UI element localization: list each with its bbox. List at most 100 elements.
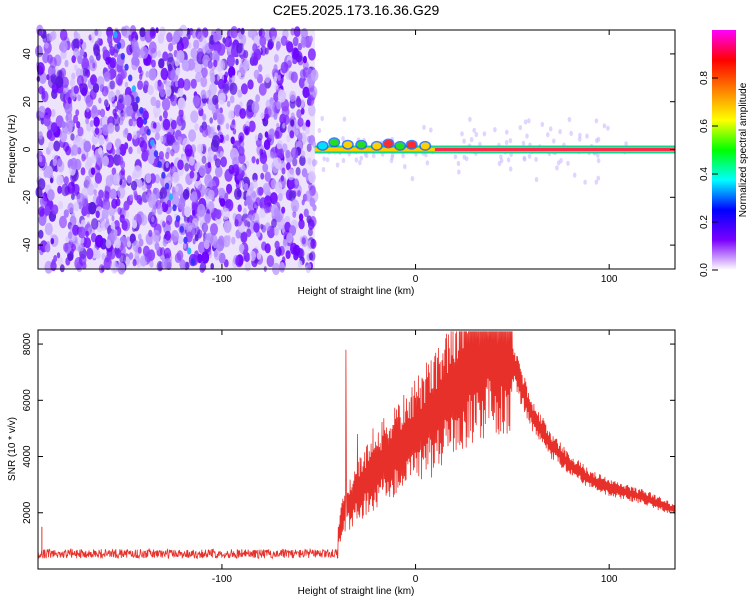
noise-blob — [228, 66, 236, 78]
noise-blob — [251, 101, 260, 114]
noise-blob — [90, 32, 95, 40]
noise-blob — [165, 214, 173, 226]
noise-blob — [62, 242, 69, 252]
noise-blob — [72, 224, 80, 236]
noise-blob — [192, 209, 196, 216]
streak-blob — [142, 117, 148, 125]
noise-blob — [256, 252, 262, 260]
noise-blob — [269, 151, 274, 159]
noise-blob — [109, 46, 116, 56]
streak-blob — [168, 193, 173, 201]
noise-blob — [272, 36, 276, 43]
noise-blob — [273, 92, 279, 102]
noise-blob — [159, 187, 168, 199]
halo-blob — [506, 157, 511, 163]
noise-blob — [244, 261, 251, 272]
halo-blob — [320, 115, 325, 122]
noise-blob — [38, 229, 44, 239]
signal-lump — [395, 142, 405, 150]
noise-blob — [114, 105, 119, 112]
noise-blob — [260, 172, 265, 180]
noise-blob — [52, 159, 57, 167]
noise-blob — [174, 252, 182, 264]
noise-blob — [157, 50, 162, 58]
halo-blob — [534, 176, 539, 183]
noise-blob — [231, 164, 240, 177]
noise-blob — [306, 143, 312, 152]
noise-blob — [141, 181, 147, 191]
noise-blob — [148, 41, 157, 54]
spectrogram-y-tick-label: 40 — [22, 48, 33, 60]
noise-blob — [151, 207, 157, 216]
noise-blob — [38, 206, 45, 217]
noise-blob — [274, 83, 279, 91]
noise-blob — [242, 87, 246, 94]
noise-blob — [199, 263, 205, 273]
noise-blob — [144, 30, 153, 43]
noise-blob — [192, 238, 196, 245]
noise-blob — [192, 95, 200, 107]
noise-blob — [197, 47, 204, 58]
noise-blob — [107, 251, 112, 260]
noise-blob — [102, 124, 110, 136]
noise-blob — [71, 55, 76, 64]
noise-blob — [225, 123, 230, 130]
noise-blob — [148, 229, 153, 238]
noise-blob — [271, 218, 277, 228]
noise-blob — [204, 213, 211, 224]
noise-blob — [211, 50, 220, 63]
noise-blob — [196, 253, 203, 264]
noise-blob — [231, 42, 236, 49]
noise-blob — [190, 191, 198, 203]
noise-blob — [79, 243, 84, 252]
halo-blob — [518, 125, 523, 131]
noise-blob — [187, 58, 196, 71]
noise-blob — [59, 29, 68, 41]
noise-blob — [263, 139, 271, 150]
noise-blob — [104, 185, 111, 195]
noise-blob — [99, 108, 106, 118]
noise-blob — [211, 135, 221, 148]
noise-blob — [286, 232, 293, 244]
noise-blob — [74, 64, 78, 71]
noise-blob — [156, 205, 163, 215]
noise-blob — [307, 94, 315, 106]
signal-lump — [356, 141, 366, 149]
noise-blob — [229, 95, 235, 104]
noise-blob — [246, 228, 252, 238]
noise-blob — [307, 262, 312, 270]
noise-blob — [146, 192, 152, 202]
halo-blob — [468, 116, 472, 122]
noise-blob — [50, 122, 58, 133]
colorbar-tick-label: 0.6 — [699, 119, 710, 133]
noise-blob — [107, 122, 115, 134]
noise-blob — [124, 127, 129, 136]
noise-blob — [124, 210, 130, 219]
noise-blob — [302, 55, 307, 64]
noise-blob — [222, 207, 230, 220]
noise-blob — [307, 228, 313, 237]
halo-blob — [462, 154, 467, 160]
noise-blob — [147, 85, 154, 96]
halo-blob — [456, 160, 461, 167]
noise-blob — [259, 148, 264, 156]
noise-blob — [277, 148, 285, 159]
noise-blob — [277, 89, 287, 103]
noise-blob — [265, 222, 271, 232]
noise-blob — [300, 107, 305, 115]
noise-blob — [163, 247, 172, 260]
streak-blob — [131, 85, 137, 93]
noise-blob — [243, 183, 249, 191]
noise-blob — [79, 48, 85, 57]
noise-blob — [215, 165, 223, 178]
spectrogram-y-tick-label: -20 — [22, 190, 33, 205]
halo-blob — [403, 164, 407, 170]
signal-lump — [318, 142, 328, 150]
noise-blob — [218, 92, 226, 105]
noise-blob — [307, 157, 312, 165]
noise-blob — [165, 161, 169, 169]
noise-blob — [77, 55, 83, 64]
halo-blob — [410, 176, 415, 182]
noise-blob — [124, 81, 129, 88]
halo-blob — [527, 153, 532, 159]
